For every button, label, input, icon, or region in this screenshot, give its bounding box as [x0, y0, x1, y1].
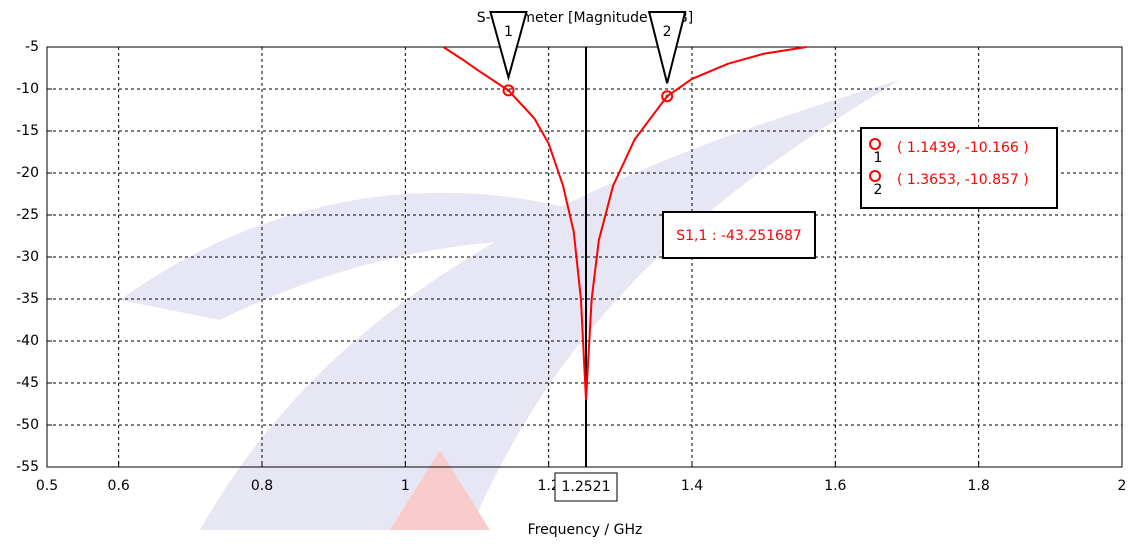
y-tick-label: -35 — [16, 291, 39, 307]
cursor-x-label: 1.2521 — [562, 479, 611, 495]
x-tick-label: 1.2 — [538, 478, 560, 494]
x-tick-label: 0.5 — [36, 478, 58, 494]
marker-flag — [647, 11, 687, 84]
y-tick-label: -25 — [16, 207, 39, 223]
x-tick-label: 0.8 — [251, 478, 273, 494]
cursor-x-box — [554, 472, 618, 502]
marker-point — [661, 90, 674, 103]
y-tick-label: -30 — [16, 249, 39, 265]
marker-legend-text: ( 1.3653, -10.857 ) — [897, 172, 1029, 188]
chart-title: S-Parameter [Magnitude in dB] — [477, 10, 693, 26]
marker-legend-name: 2 — [874, 182, 883, 198]
y-tick-label: -50 — [16, 417, 39, 433]
watermark — [120, 80, 900, 530]
y-tick-label: -55 — [16, 459, 39, 475]
marker-flag — [489, 11, 528, 82]
marker-legend — [860, 127, 1058, 209]
marker-name: 1 — [504, 24, 513, 40]
marker-legend-text: ( 1.1439, -10.166 ) — [897, 140, 1029, 156]
x-tick-label: 1 — [401, 478, 410, 494]
marker-legend-symbol — [869, 170, 881, 182]
y-tick-label: -10 — [16, 81, 39, 97]
marker-dot — [665, 94, 669, 98]
x-tick-label: 2 — [1118, 478, 1127, 494]
y-tick-label: -45 — [16, 375, 39, 391]
y-tick-label: -5 — [25, 39, 39, 55]
y-tick-label: -40 — [16, 333, 39, 349]
marker-legend-symbol — [869, 138, 881, 150]
marker-legend-name: 1 — [874, 150, 883, 166]
marker-dot — [506, 88, 510, 92]
x-tick-label: 0.6 — [108, 478, 130, 494]
marker-name: 2 — [663, 24, 672, 40]
x-tick-label: 1.8 — [968, 478, 990, 494]
y-tick-label: -15 — [16, 123, 39, 139]
x-tick-label: 1.4 — [681, 478, 703, 494]
cursor-readout-box — [662, 211, 816, 259]
marker-point — [502, 84, 515, 97]
y-tick-label: -20 — [16, 165, 39, 181]
cursor-readout: S1,1 : -43.251687 — [676, 228, 802, 244]
x-tick-label: 1.6 — [824, 478, 846, 494]
x-axis-label: Frequency / GHz — [528, 522, 643, 538]
